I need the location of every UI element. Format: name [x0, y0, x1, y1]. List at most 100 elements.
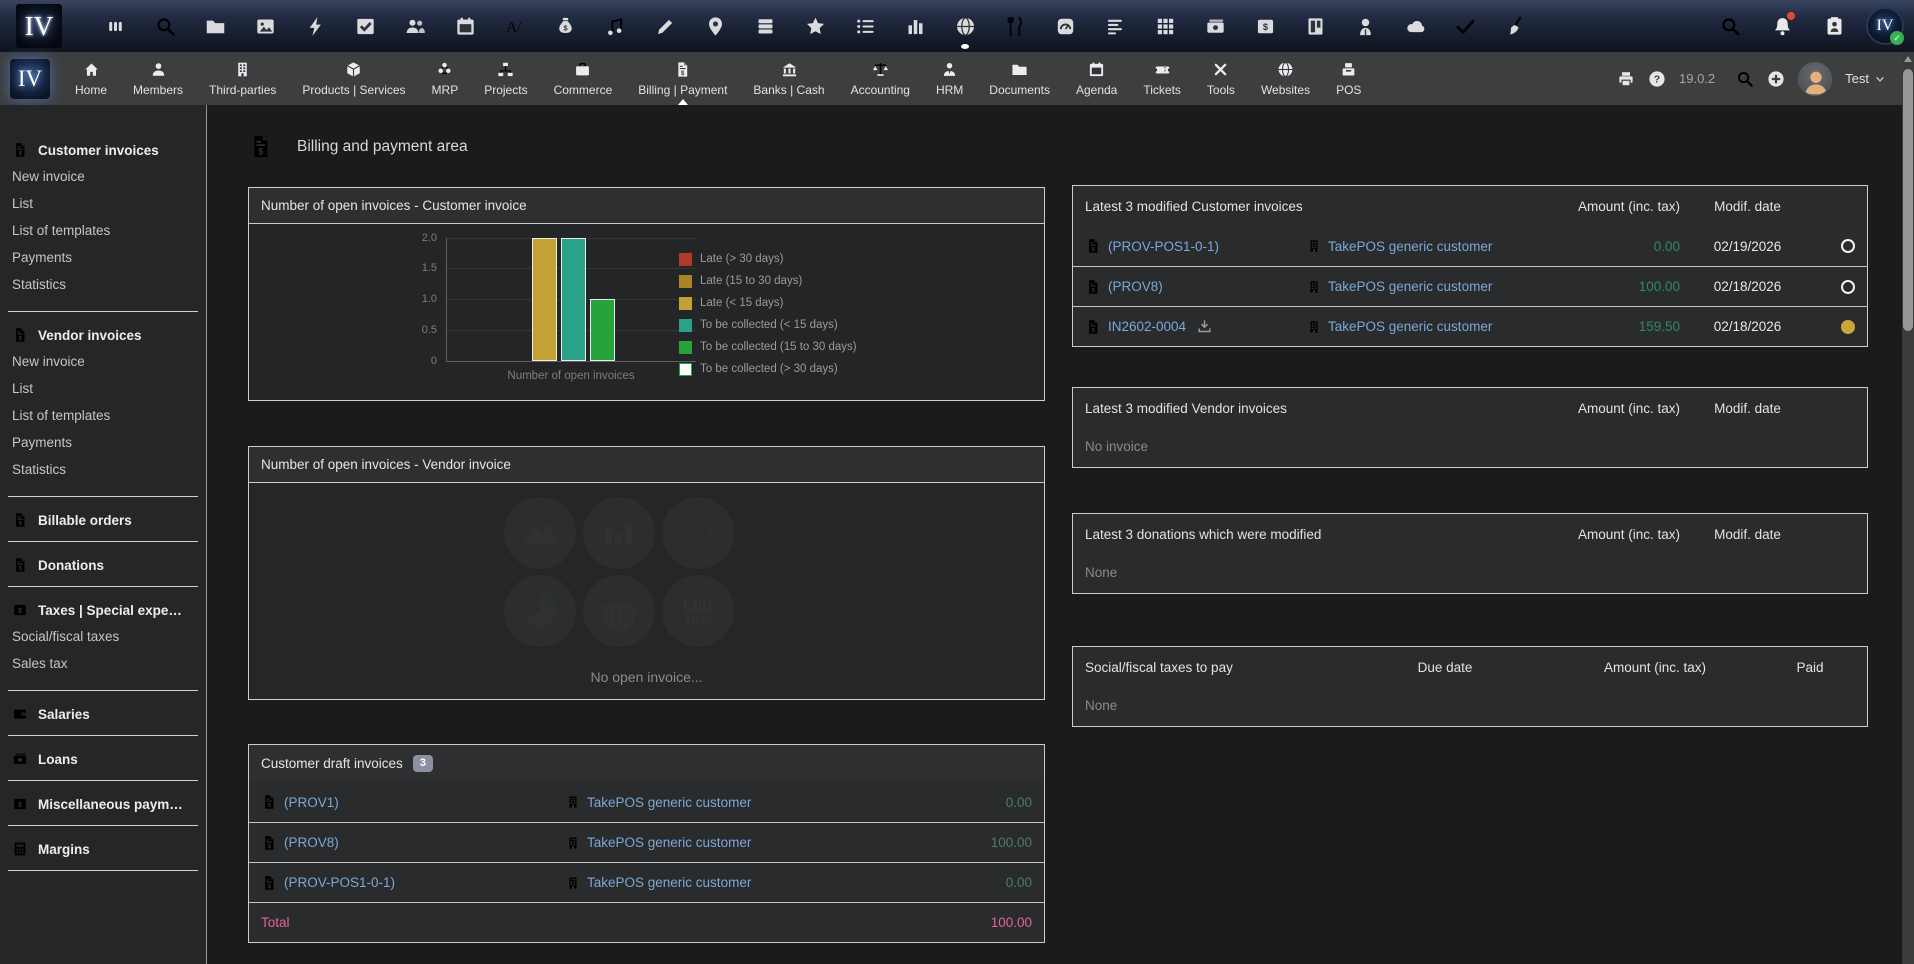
menu-third-parties[interactable]: Third-parties [196, 52, 289, 105]
sidebar-item-list[interactable]: List [0, 375, 206, 402]
sidebar-section-miscellaneous-payments[interactable]: Miscellaneous paym… [0, 796, 206, 812]
notifications-bell-icon[interactable] [1756, 0, 1808, 52]
dolibarr-logo[interactable]: IV [10, 59, 50, 99]
kiosk-app-icon[interactable] [1290, 0, 1340, 52]
bar-to-collect-15-30-days[interactable] [590, 299, 615, 361]
contact-card-icon[interactable] [1808, 0, 1860, 52]
tasks-app-icon[interactable] [340, 0, 390, 52]
help-icon[interactable] [1648, 70, 1666, 88]
menu-websites[interactable]: Websites [1248, 52, 1323, 105]
sidebar-item-statistics[interactable]: Statistics [0, 271, 206, 298]
web-browser-app-icon[interactable] [940, 0, 990, 52]
customer-link[interactable]: TakePOS generic customer [587, 795, 751, 810]
power-app-icon[interactable] [290, 0, 340, 52]
sidebar-section-billable-orders[interactable]: Billable orders [0, 512, 206, 528]
cleaner-app-icon[interactable] [1490, 0, 1540, 52]
table-row[interactable]: (PROV8) TakePOS generic customer 100.00 [249, 822, 1044, 862]
global-search-icon[interactable] [1736, 70, 1754, 88]
print-icon[interactable] [1617, 70, 1635, 88]
restaurant-app-icon[interactable] [990, 0, 1040, 52]
table-row[interactable]: (PROV-POS1-0-1) TakePOS generic customer… [249, 862, 1044, 902]
lists-app-icon[interactable] [840, 0, 890, 52]
customer-link[interactable]: TakePOS generic customer [1328, 319, 1492, 334]
invoice-ref-link[interactable]: (PROV-POS1-0-1) [1108, 239, 1219, 254]
invoice-ref-link[interactable]: (PROV8) [1108, 279, 1163, 294]
sidebar-section-taxes[interactable]: Taxes | Special expe… [0, 602, 206, 618]
table-row[interactable]: (PROV-POS1-0-1) TakePOS generic customer… [1073, 226, 1867, 266]
menu-tickets[interactable]: Tickets [1130, 52, 1194, 105]
bar-late-under-15-days[interactable] [532, 238, 557, 361]
quick-add-icon[interactable] [1767, 70, 1785, 88]
music-app-icon[interactable] [590, 0, 640, 52]
payment-card-app-icon[interactable] [1240, 0, 1290, 52]
sidebar-item-list[interactable]: List [0, 190, 206, 217]
app-grid-icon[interactable] [90, 0, 140, 52]
user-avatar[interactable] [1798, 62, 1832, 96]
contacts-app-icon[interactable] [390, 0, 440, 52]
sidebar-item-list-of-templates[interactable]: List of templates [0, 402, 206, 429]
sidebar-section-customer-invoices[interactable]: Customer invoices [0, 142, 206, 158]
favorites-app-icon[interactable] [790, 0, 840, 52]
search-app-icon[interactable] [140, 0, 190, 52]
files-app-icon[interactable] [190, 0, 240, 52]
menu-documents[interactable]: Documents [976, 52, 1063, 105]
sidebar-section-margins[interactable]: Margins [0, 841, 206, 857]
menu-billing-payment[interactable]: Billing | Payment [625, 52, 740, 105]
download-icon[interactable] [1197, 319, 1212, 334]
menu-home[interactable]: Home [62, 52, 120, 105]
sidebar-item-sales-tax[interactable]: Sales tax [0, 650, 206, 677]
invoice-ref-link[interactable]: (PROV8) [284, 835, 339, 850]
cloud-app-icon[interactable] [1390, 0, 1440, 52]
sidebar-section-loans[interactable]: Loans [0, 751, 206, 767]
taskbar-search-icon[interactable] [1704, 0, 1756, 52]
menu-projects[interactable]: Projects [471, 52, 540, 105]
locator-app-icon[interactable] [1340, 0, 1390, 52]
menu-mrp[interactable]: MRP [419, 52, 472, 105]
charts-app-icon[interactable] [890, 0, 940, 52]
menu-commerce[interactable]: Commerce [541, 52, 626, 105]
sidebar-item-statistics[interactable]: Statistics [0, 456, 206, 483]
table-row[interactable]: IN2602-0004 TakePOS generic customer 159… [1073, 306, 1867, 346]
menu-hrm[interactable]: HRM [923, 52, 976, 105]
dashboard-app-icon[interactable] [1040, 0, 1090, 52]
taskbar-user-avatar[interactable]: IV✓ [1866, 7, 1904, 45]
os-logo[interactable]: IV [16, 4, 62, 48]
text-editor-app-icon[interactable] [1090, 0, 1140, 52]
sidebar-section-vendor-invoices[interactable]: Vendor invoices [0, 327, 206, 343]
invoice-ref-link[interactable]: IN2602-0004 [1108, 319, 1186, 334]
menu-accounting[interactable]: Accounting [838, 52, 923, 105]
customer-link[interactable]: TakePOS generic customer [1328, 239, 1492, 254]
table-row[interactable]: (PROV1) TakePOS generic customer 0.00 [249, 782, 1044, 822]
sidebar-item-new-invoice[interactable]: New invoice [0, 163, 206, 190]
bar-to-collect-under-15-days[interactable] [561, 238, 586, 361]
table-row[interactable]: (PROV8) TakePOS generic customer 100.00 … [1073, 266, 1867, 306]
maps-app-icon[interactable] [690, 0, 740, 52]
menu-products-services[interactable]: Products | Services [289, 52, 418, 105]
menu-pos[interactable]: POS [1323, 52, 1374, 105]
user-menu[interactable]: Test [1845, 71, 1886, 86]
fonts-app-icon[interactable] [490, 0, 540, 52]
menu-members[interactable]: Members [120, 52, 196, 105]
finance-app-icon[interactable] [540, 0, 590, 52]
notes-app-icon[interactable] [640, 0, 690, 52]
menu-banks-cash[interactable]: Banks | Cash [740, 52, 837, 105]
sidebar-item-new-invoice[interactable]: New invoice [0, 348, 206, 375]
customer-link[interactable]: TakePOS generic customer [587, 835, 751, 850]
customer-link[interactable]: TakePOS generic customer [1328, 279, 1492, 294]
sidebar-item-social-fiscal-taxes[interactable]: Social/fiscal taxes [0, 623, 206, 650]
sidebar-item-payments[interactable]: Payments [0, 244, 206, 271]
calendar-app-icon[interactable] [440, 0, 490, 52]
invoice-ref-link[interactable]: (PROV-POS1-0-1) [284, 875, 395, 890]
sidebar-section-salaries[interactable]: Salaries [0, 706, 206, 722]
invoice-ref-link[interactable]: (PROV1) [284, 795, 339, 810]
scrollbar-thumb[interactable] [1903, 69, 1913, 331]
photos-app-icon[interactable] [240, 0, 290, 52]
sidebar-item-list-of-templates[interactable]: List of templates [0, 217, 206, 244]
spreadsheet-app-icon[interactable] [1140, 0, 1190, 52]
customer-link[interactable]: TakePOS generic customer [587, 875, 751, 890]
cash-app-icon[interactable] [1190, 0, 1240, 52]
page-scrollbar[interactable] [1902, 52, 1914, 964]
todo-app-icon[interactable] [1440, 0, 1490, 52]
archives-app-icon[interactable] [740, 0, 790, 52]
menu-tools[interactable]: Tools [1194, 52, 1248, 105]
